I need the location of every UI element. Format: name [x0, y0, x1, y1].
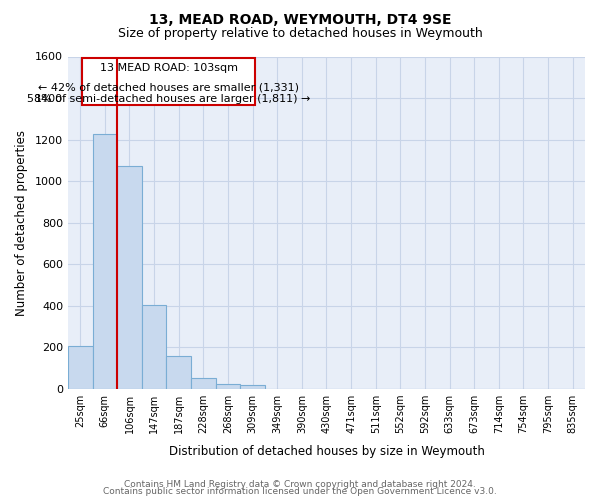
Text: Contains public sector information licensed under the Open Government Licence v3: Contains public sector information licen… — [103, 487, 497, 496]
Bar — [240, 386, 265, 389]
Bar — [166, 356, 191, 389]
Text: 13, MEAD ROAD, WEYMOUTH, DT4 9SE: 13, MEAD ROAD, WEYMOUTH, DT4 9SE — [149, 12, 451, 26]
Text: ← 42% of detached houses are smaller (1,331): ← 42% of detached houses are smaller (1,… — [38, 82, 299, 92]
Bar — [68, 346, 92, 389]
Bar — [92, 134, 117, 389]
Y-axis label: Number of detached properties: Number of detached properties — [15, 130, 28, 316]
X-axis label: Distribution of detached houses by size in Weymouth: Distribution of detached houses by size … — [169, 444, 484, 458]
Bar — [117, 166, 142, 389]
Text: Size of property relative to detached houses in Weymouth: Size of property relative to detached ho… — [118, 28, 482, 40]
Text: 58% of semi-detached houses are larger (1,811) →: 58% of semi-detached houses are larger (… — [27, 94, 310, 104]
Text: Contains HM Land Registry data © Crown copyright and database right 2024.: Contains HM Land Registry data © Crown c… — [124, 480, 476, 489]
Bar — [215, 384, 240, 389]
Bar — [142, 305, 166, 389]
Bar — [191, 378, 215, 389]
FancyBboxPatch shape — [82, 58, 255, 106]
Text: 13 MEAD ROAD: 103sqm: 13 MEAD ROAD: 103sqm — [100, 64, 238, 74]
